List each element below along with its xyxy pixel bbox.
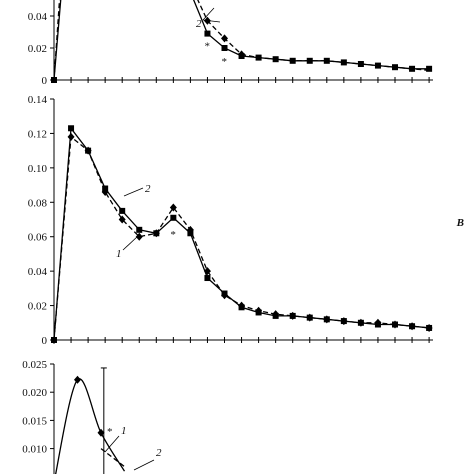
panel-letter: B <box>456 217 464 229</box>
data-point-diamond <box>74 375 81 384</box>
data-point-square <box>136 226 143 233</box>
y-tick-label: 0.06 <box>28 232 48 244</box>
data-point-square <box>255 309 262 316</box>
data-point-diamond <box>221 34 228 43</box>
y-tick-label: 0.04 <box>28 11 48 23</box>
y-tick-label: 0.02 <box>28 301 47 313</box>
series-label-2: 2 <box>196 18 202 30</box>
series-2-rise <box>53 0 61 81</box>
data-point-square <box>221 290 228 297</box>
y-tick-label: 0.02 <box>28 43 47 55</box>
data-point-square <box>68 125 75 132</box>
data-point-square <box>102 185 109 192</box>
data-point-square <box>187 230 194 237</box>
data-point-square <box>409 323 416 330</box>
y-tick-label: 0 <box>42 75 48 87</box>
label-leader <box>122 235 139 251</box>
label-leader <box>123 187 144 197</box>
panel-1: 00.020.04**2 <box>28 0 433 87</box>
data-point-square <box>340 318 347 325</box>
data-point-square <box>119 207 126 214</box>
data-point-diamond <box>97 428 105 437</box>
data-point-square <box>323 57 330 64</box>
y-tick-label: 0.025 <box>22 359 47 371</box>
y-tick-label: 0.12 <box>28 128 47 140</box>
panel-2: 0 0.02 0.04 0.06 0.08 0.10 0.12 0.14 * 2 1 B <box>28 94 464 347</box>
data-point-diamond <box>118 215 126 224</box>
y-tick-label: 0.08 <box>28 197 48 209</box>
series-label-2: 2 <box>145 183 151 195</box>
label-leader <box>104 435 120 453</box>
y-tick-label: 0.04 <box>28 266 48 278</box>
data-point-square <box>357 319 364 326</box>
data-point-square <box>306 314 313 321</box>
data-point-square <box>272 312 279 319</box>
series-label-2: 2 <box>156 447 162 459</box>
series-2-line <box>197 0 430 72</box>
significance-asterisk: * <box>222 56 228 68</box>
significance-asterisk: * <box>107 426 113 438</box>
data-point-square <box>374 321 381 328</box>
data-point-square <box>153 230 160 237</box>
data-point-square <box>289 312 296 319</box>
significance-asterisk: * <box>204 41 210 53</box>
significance-asterisk: * <box>170 229 176 241</box>
data-point-diamond <box>135 232 143 241</box>
data-point-square <box>51 337 57 343</box>
data-point-square <box>392 321 398 328</box>
y-tick-label: 0.015 <box>22 415 47 427</box>
series-label-1: 1 <box>116 248 122 260</box>
data-point-diamond <box>169 203 177 212</box>
y-tick-label: 0.14 <box>28 94 48 106</box>
data-point-diamond <box>67 132 75 141</box>
data-point-diamond <box>203 267 211 276</box>
data-point-square <box>426 65 433 72</box>
label-leader <box>133 459 155 471</box>
data-point-diamond <box>238 50 246 59</box>
y-tick-label: 0 <box>42 335 48 347</box>
panel-3: 0.010 0.015 0.020 0.025 * 1 2 <box>22 359 162 474</box>
series-label-1: 1 <box>121 425 127 437</box>
y-tick-label: 0.020 <box>22 387 47 399</box>
data-point-square <box>340 59 347 66</box>
data-point-square <box>204 275 211 282</box>
data-point-square <box>306 57 313 64</box>
data-point-square <box>170 214 177 221</box>
series-1-line <box>55 378 126 474</box>
y-tick-label: 0.010 <box>22 444 47 456</box>
data-point-square <box>221 45 228 51</box>
data-point-square <box>85 147 92 154</box>
y-tick-label: 0.10 <box>28 163 48 175</box>
data-point-square <box>426 324 433 331</box>
series-2-line <box>100 448 125 468</box>
data-point-square <box>323 316 330 323</box>
data-point-square <box>204 30 211 37</box>
label-leader <box>202 7 221 23</box>
data-point-square <box>238 304 245 311</box>
